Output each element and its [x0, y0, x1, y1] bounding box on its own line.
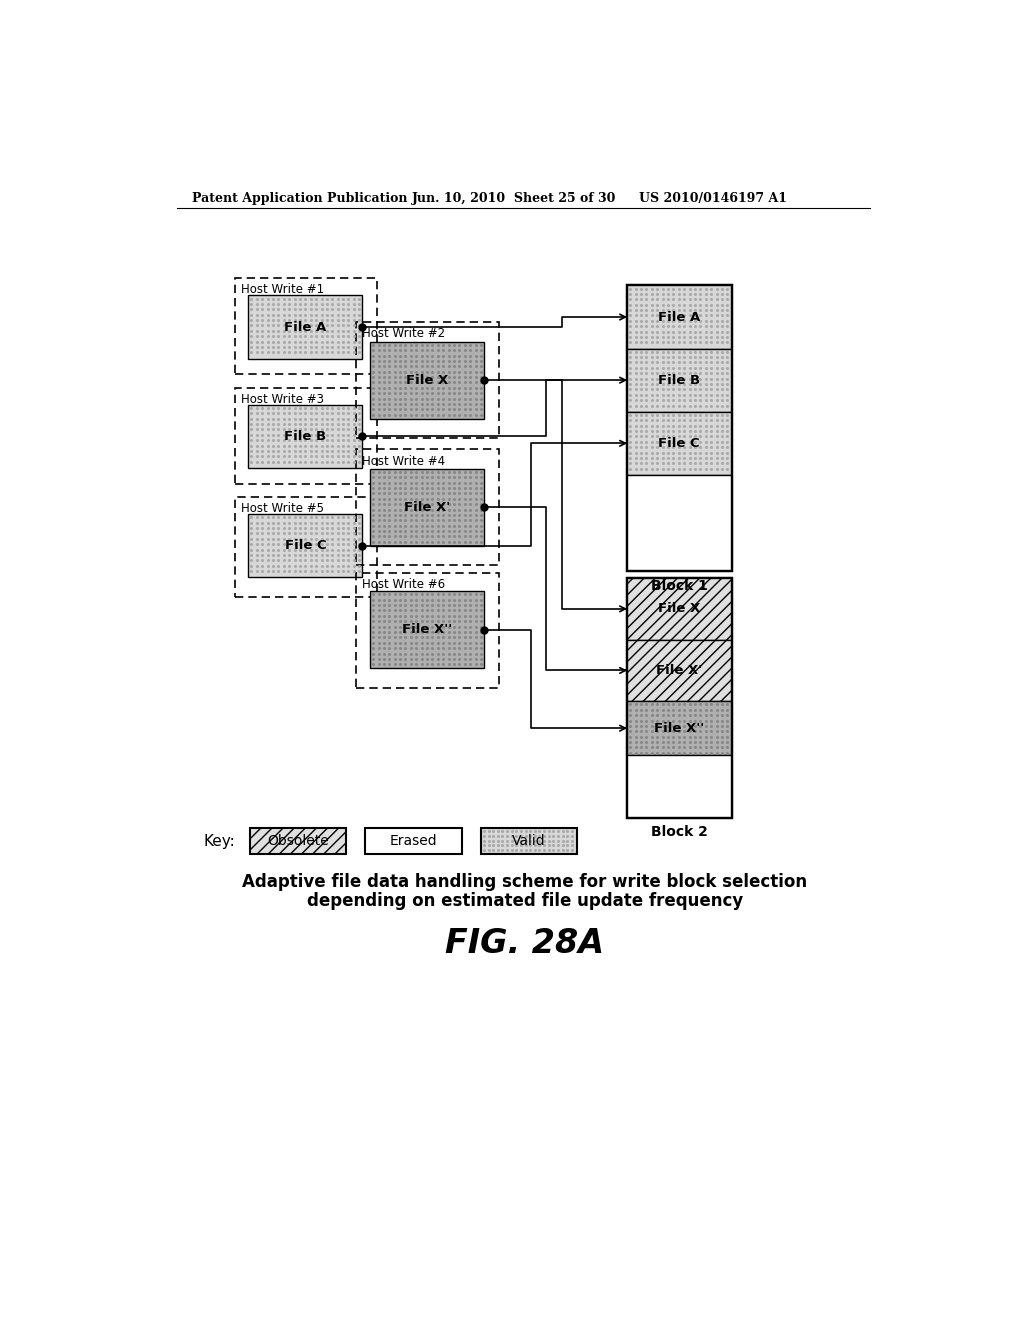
Text: Key:: Key:	[204, 834, 236, 849]
Bar	[628, 348, 731, 412]
Bar	[234, 277, 377, 374]
Bar	[234, 388, 377, 484]
Bar	[356, 573, 499, 688]
Text: Host Write #3: Host Write #3	[241, 393, 324, 407]
Text: depending on estimated file update frequency: depending on estimated file update frequ…	[306, 892, 743, 909]
Bar	[628, 285, 731, 570]
Bar	[628, 475, 731, 570]
Text: Block 2: Block 2	[650, 825, 708, 840]
Bar	[481, 829, 578, 854]
Text: Obsolete: Obsolete	[267, 834, 329, 847]
Bar	[366, 829, 462, 854]
Text: File C: File C	[658, 437, 700, 450]
Bar	[628, 578, 731, 817]
Text: File A: File A	[658, 310, 700, 323]
Bar	[628, 578, 731, 640]
Bar	[628, 701, 731, 755]
Text: Host Write #1: Host Write #1	[241, 282, 324, 296]
Bar	[370, 591, 484, 668]
Text: Host Write #4: Host Write #4	[362, 454, 445, 467]
Bar	[356, 449, 499, 565]
Text: Jun. 10, 2010  Sheet 25 of 30: Jun. 10, 2010 Sheet 25 of 30	[412, 191, 616, 205]
Text: File X': File X'	[403, 500, 451, 513]
Text: File B: File B	[285, 430, 327, 444]
Bar	[370, 342, 484, 418]
Bar	[356, 322, 499, 438]
Text: File X': File X'	[656, 664, 702, 677]
Text: File C: File C	[285, 539, 327, 552]
Text: Patent Application Publication: Patent Application Publication	[193, 191, 408, 205]
Text: US 2010/0146197 A1: US 2010/0146197 A1	[639, 191, 786, 205]
Text: Valid: Valid	[512, 834, 546, 847]
Text: File X: File X	[406, 374, 449, 387]
Text: File X'': File X''	[654, 722, 705, 735]
Text: Host Write #5: Host Write #5	[241, 502, 324, 515]
Bar	[370, 469, 484, 545]
Bar	[249, 513, 362, 577]
Bar	[628, 285, 731, 348]
Text: Block 1: Block 1	[650, 578, 708, 593]
Bar	[628, 755, 731, 817]
Bar	[234, 498, 377, 598]
Text: File B: File B	[658, 374, 700, 387]
Bar	[628, 412, 731, 475]
Text: Adaptive file data handling scheme for write block selection: Adaptive file data handling scheme for w…	[243, 874, 807, 891]
Text: File X'': File X''	[401, 623, 453, 636]
Text: Host Write #2: Host Write #2	[362, 327, 445, 341]
Bar	[249, 296, 362, 359]
Bar	[249, 405, 362, 469]
Text: Host Write #6: Host Write #6	[362, 578, 445, 591]
Bar	[628, 640, 731, 701]
Text: Erased: Erased	[390, 834, 437, 847]
Text: FIG. 28A: FIG. 28A	[445, 928, 604, 961]
Text: File X: File X	[658, 602, 700, 615]
Bar	[250, 829, 346, 854]
Text: File A: File A	[285, 321, 327, 334]
